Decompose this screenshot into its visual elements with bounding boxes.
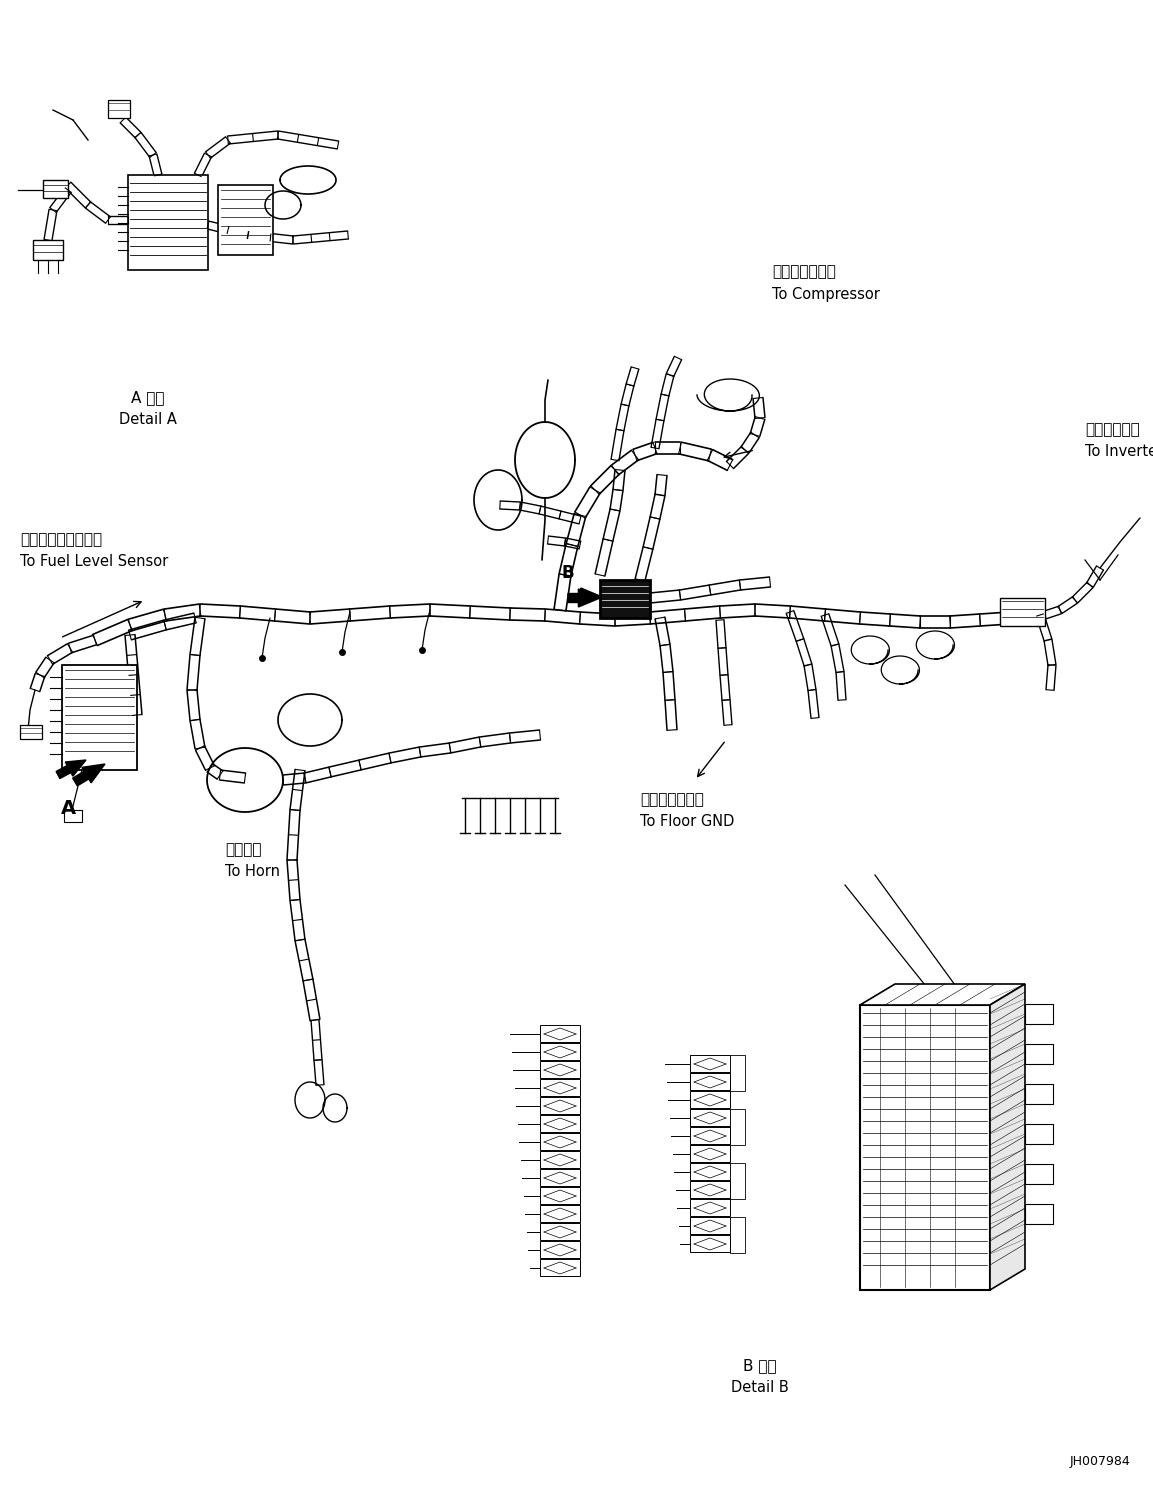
FancyArrow shape	[56, 760, 86, 778]
Bar	[128, 174, 208, 270]
Bar	[540, 1241, 580, 1258]
Text: To Floor GND: To Floor GND	[640, 814, 734, 829]
Bar	[689, 1217, 730, 1235]
Text: A 詳細: A 詳細	[131, 391, 165, 406]
Bar	[1025, 1003, 1053, 1024]
Bar	[20, 725, 42, 740]
Text: フロアアースへ: フロアアースへ	[640, 793, 703, 808]
Polygon shape	[990, 984, 1025, 1290]
Text: ホーンへ: ホーンへ	[225, 842, 262, 857]
Bar	[540, 1044, 580, 1060]
Text: インバータへ: インバータへ	[1085, 422, 1140, 437]
Bar	[689, 1056, 730, 1072]
Bar	[1025, 1084, 1053, 1103]
Bar	[730, 1217, 745, 1252]
Bar	[43, 180, 68, 198]
Bar	[1025, 1205, 1053, 1224]
Bar	[689, 1127, 730, 1144]
Text: To Inverter: To Inverter	[1085, 444, 1153, 459]
Text: B 詳細: B 詳細	[744, 1358, 777, 1373]
Bar	[730, 1163, 745, 1199]
Bar	[540, 1205, 580, 1223]
Bar	[540, 1024, 580, 1042]
Bar	[540, 1097, 580, 1114]
Bar	[689, 1074, 730, 1090]
Text: Detail A: Detail A	[119, 412, 176, 426]
Bar	[730, 1109, 745, 1145]
Bar	[540, 1151, 580, 1167]
Bar	[689, 1163, 730, 1179]
Bar	[540, 1223, 580, 1241]
Bar	[540, 1115, 580, 1132]
FancyArrow shape	[73, 763, 105, 786]
Bar	[1025, 1124, 1053, 1144]
Bar	[689, 1145, 730, 1161]
Bar	[689, 1109, 730, 1126]
Bar	[860, 1005, 990, 1290]
FancyArrow shape	[568, 589, 600, 607]
Polygon shape	[860, 984, 1025, 1005]
Text: JH007984: JH007984	[1069, 1455, 1130, 1469]
Bar	[540, 1187, 580, 1205]
Bar	[689, 1199, 730, 1217]
Text: To Horn: To Horn	[225, 865, 280, 880]
Bar	[1000, 598, 1045, 626]
Bar	[65, 810, 82, 822]
Bar	[1025, 1044, 1053, 1065]
Bar	[218, 185, 273, 255]
Text: 燃料レベルセンサへ: 燃料レベルセンサへ	[20, 532, 103, 547]
Bar	[108, 100, 130, 118]
Text: B: B	[562, 564, 574, 581]
Bar	[1025, 1164, 1053, 1184]
Bar	[33, 240, 63, 259]
Bar	[600, 580, 650, 617]
Bar	[540, 1079, 580, 1096]
Bar	[689, 1091, 730, 1108]
Bar	[540, 1133, 580, 1150]
Bar	[689, 1181, 730, 1197]
Bar	[540, 1062, 580, 1078]
Bar	[62, 665, 137, 769]
Text: To Compressor: To Compressor	[773, 286, 880, 301]
Bar	[540, 1169, 580, 1185]
Bar	[540, 1258, 580, 1276]
Text: Detail B: Detail B	[731, 1381, 789, 1396]
Text: To Fuel Level Sensor: To Fuel Level Sensor	[20, 555, 168, 570]
FancyArrow shape	[581, 587, 600, 604]
Bar	[689, 1235, 730, 1252]
Text: A: A	[60, 799, 76, 817]
Text: コンプレッサへ: コンプレッサへ	[773, 264, 836, 279]
Bar	[730, 1056, 745, 1091]
